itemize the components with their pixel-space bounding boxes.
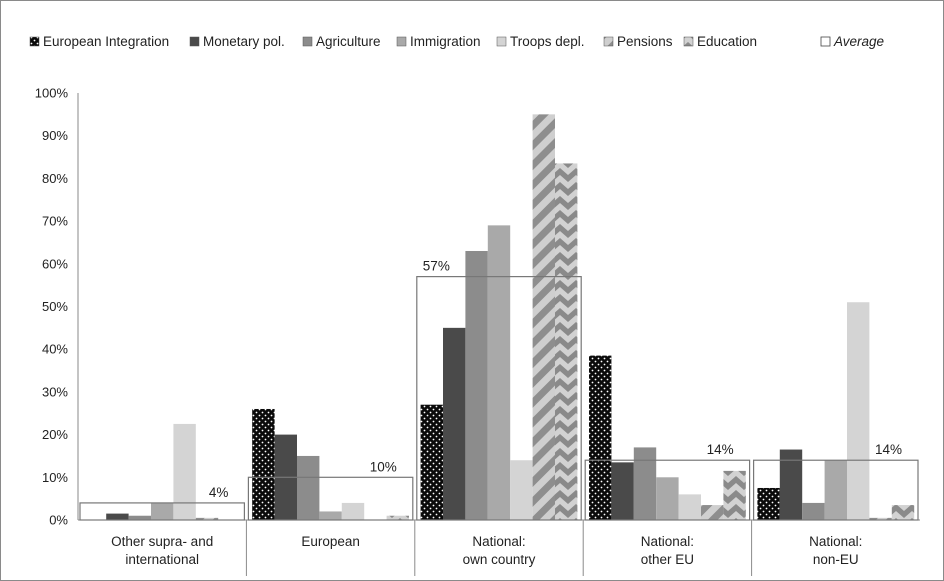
- legend-label: Troops depl.: [510, 34, 585, 49]
- bar: [802, 503, 824, 520]
- category-label: other EU: [641, 552, 694, 567]
- bar: [533, 114, 555, 520]
- bar: [465, 251, 487, 520]
- bar: [151, 503, 173, 520]
- category-label: National:: [472, 534, 525, 549]
- y-tick-label: 70%: [42, 214, 68, 229]
- y-tick-label: 40%: [42, 342, 68, 357]
- bar: [634, 447, 656, 520]
- bar: [611, 462, 633, 520]
- bar: [825, 460, 847, 520]
- bar: [421, 405, 443, 520]
- category-label: National:: [641, 534, 694, 549]
- legend-label: Pensions: [617, 34, 673, 49]
- average-label: 14%: [707, 442, 734, 457]
- average-label: 4%: [209, 485, 229, 500]
- legend-swatch: [397, 37, 406, 46]
- legend-label-average: Average: [833, 34, 884, 49]
- category-label: European: [301, 534, 360, 549]
- bar: [342, 503, 364, 520]
- category-label: non-EU: [813, 552, 859, 567]
- category-label: own country: [463, 552, 536, 567]
- bar: [252, 409, 274, 520]
- legend-swatch: [684, 37, 693, 46]
- bar: [488, 225, 510, 520]
- legend-swatch: [30, 37, 39, 46]
- y-tick-label: 30%: [42, 384, 68, 399]
- bar: [723, 471, 745, 520]
- y-tick-label: 90%: [42, 128, 68, 143]
- bar: [701, 505, 723, 520]
- bar: [757, 488, 779, 520]
- y-tick-label: 10%: [42, 470, 68, 485]
- legend-label: European Integration: [43, 34, 169, 49]
- y-tick-label: 0%: [49, 513, 68, 528]
- bar: [555, 163, 577, 520]
- bar: [319, 511, 341, 520]
- y-tick-label: 50%: [42, 299, 68, 314]
- legend-swatch-average: [821, 37, 830, 46]
- category-label: National:: [809, 534, 862, 549]
- legend-label: Agriculture: [316, 34, 381, 49]
- average-label: 10%: [370, 459, 397, 474]
- y-tick-label: 100%: [35, 86, 69, 101]
- average-label: 57%: [423, 259, 450, 274]
- legend-swatch: [190, 37, 199, 46]
- y-tick-label: 80%: [42, 171, 68, 186]
- y-tick-label: 60%: [42, 256, 68, 271]
- bar: [387, 516, 409, 520]
- category-label: international: [125, 552, 199, 567]
- legend-swatch: [604, 37, 613, 46]
- bar: [443, 328, 465, 520]
- bar: [679, 494, 701, 520]
- bar: [297, 456, 319, 520]
- legend-swatch: [497, 37, 506, 46]
- legend-swatch: [303, 37, 312, 46]
- bar: [589, 356, 611, 520]
- category-label: Other supra- and: [111, 534, 213, 549]
- bar: [892, 505, 914, 520]
- legend-label: Monetary pol.: [203, 34, 285, 49]
- y-tick-label: 20%: [42, 427, 68, 442]
- bar: [510, 460, 532, 520]
- bar: [847, 302, 869, 520]
- bar: [129, 516, 151, 520]
- bar: [106, 514, 128, 520]
- average-label: 14%: [875, 442, 902, 457]
- bar: [173, 424, 195, 520]
- legend-label: Education: [697, 34, 757, 49]
- bar: [656, 477, 678, 520]
- legend-label: Immigration: [410, 34, 481, 49]
